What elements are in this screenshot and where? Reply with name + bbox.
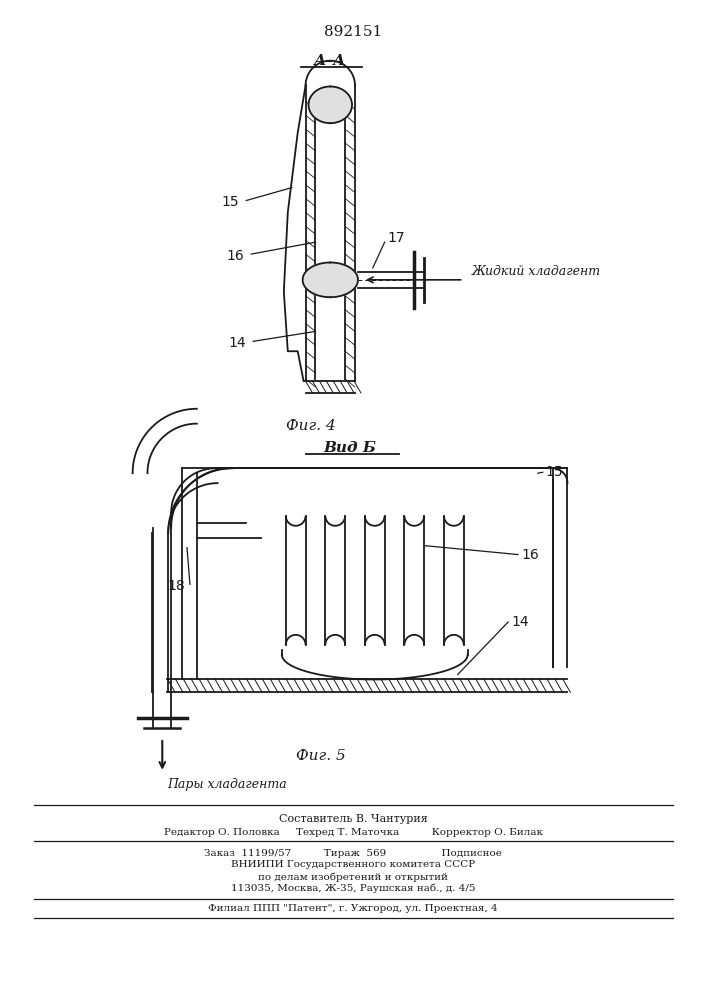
- Text: Жидкий хладагент: Жидкий хладагент: [472, 265, 601, 278]
- Text: 16: 16: [521, 548, 539, 562]
- Text: Фиг. 5: Фиг. 5: [296, 749, 345, 763]
- Text: 16: 16: [226, 249, 245, 263]
- Text: Фиг. 4: Фиг. 4: [286, 419, 335, 433]
- Text: 18: 18: [168, 579, 185, 593]
- Text: 17: 17: [387, 231, 405, 245]
- Text: 113035, Москва, Ж-35, Раушская наб., д. 4/5: 113035, Москва, Ж-35, Раушская наб., д. …: [230, 884, 475, 893]
- Text: Пары хладагента: Пары хладагента: [168, 778, 287, 791]
- Text: А–А: А–А: [314, 54, 346, 68]
- Text: 14: 14: [511, 615, 529, 629]
- Text: Редактор О. Половка     Техред Т. Маточка          Корректор О. Билак: Редактор О. Половка Техред Т. Маточка Ко…: [163, 828, 542, 837]
- Polygon shape: [308, 86, 352, 123]
- Text: 15: 15: [546, 465, 563, 479]
- Text: 892151: 892151: [324, 25, 382, 39]
- Text: ВНИИПИ Государственного комитета СССР: ВНИИПИ Государственного комитета СССР: [231, 860, 475, 869]
- Polygon shape: [303, 262, 358, 297]
- Text: 14: 14: [228, 336, 246, 350]
- Text: по делам изобретений и открытий: по делам изобретений и открытий: [258, 872, 448, 882]
- Text: 15: 15: [222, 196, 240, 210]
- Text: Заказ  11199/57          Тираж  569                 Подписное: Заказ 11199/57 Тираж 569 Подписное: [204, 849, 502, 858]
- Text: Вид Б: Вид Б: [324, 441, 377, 455]
- Text: Филиал ППП "Патент", г. Ужгород, ул. Проектная, 4: Филиал ППП "Патент", г. Ужгород, ул. Про…: [208, 904, 498, 913]
- Text: Составитель В. Чантурия: Составитель В. Чантурия: [279, 814, 427, 824]
